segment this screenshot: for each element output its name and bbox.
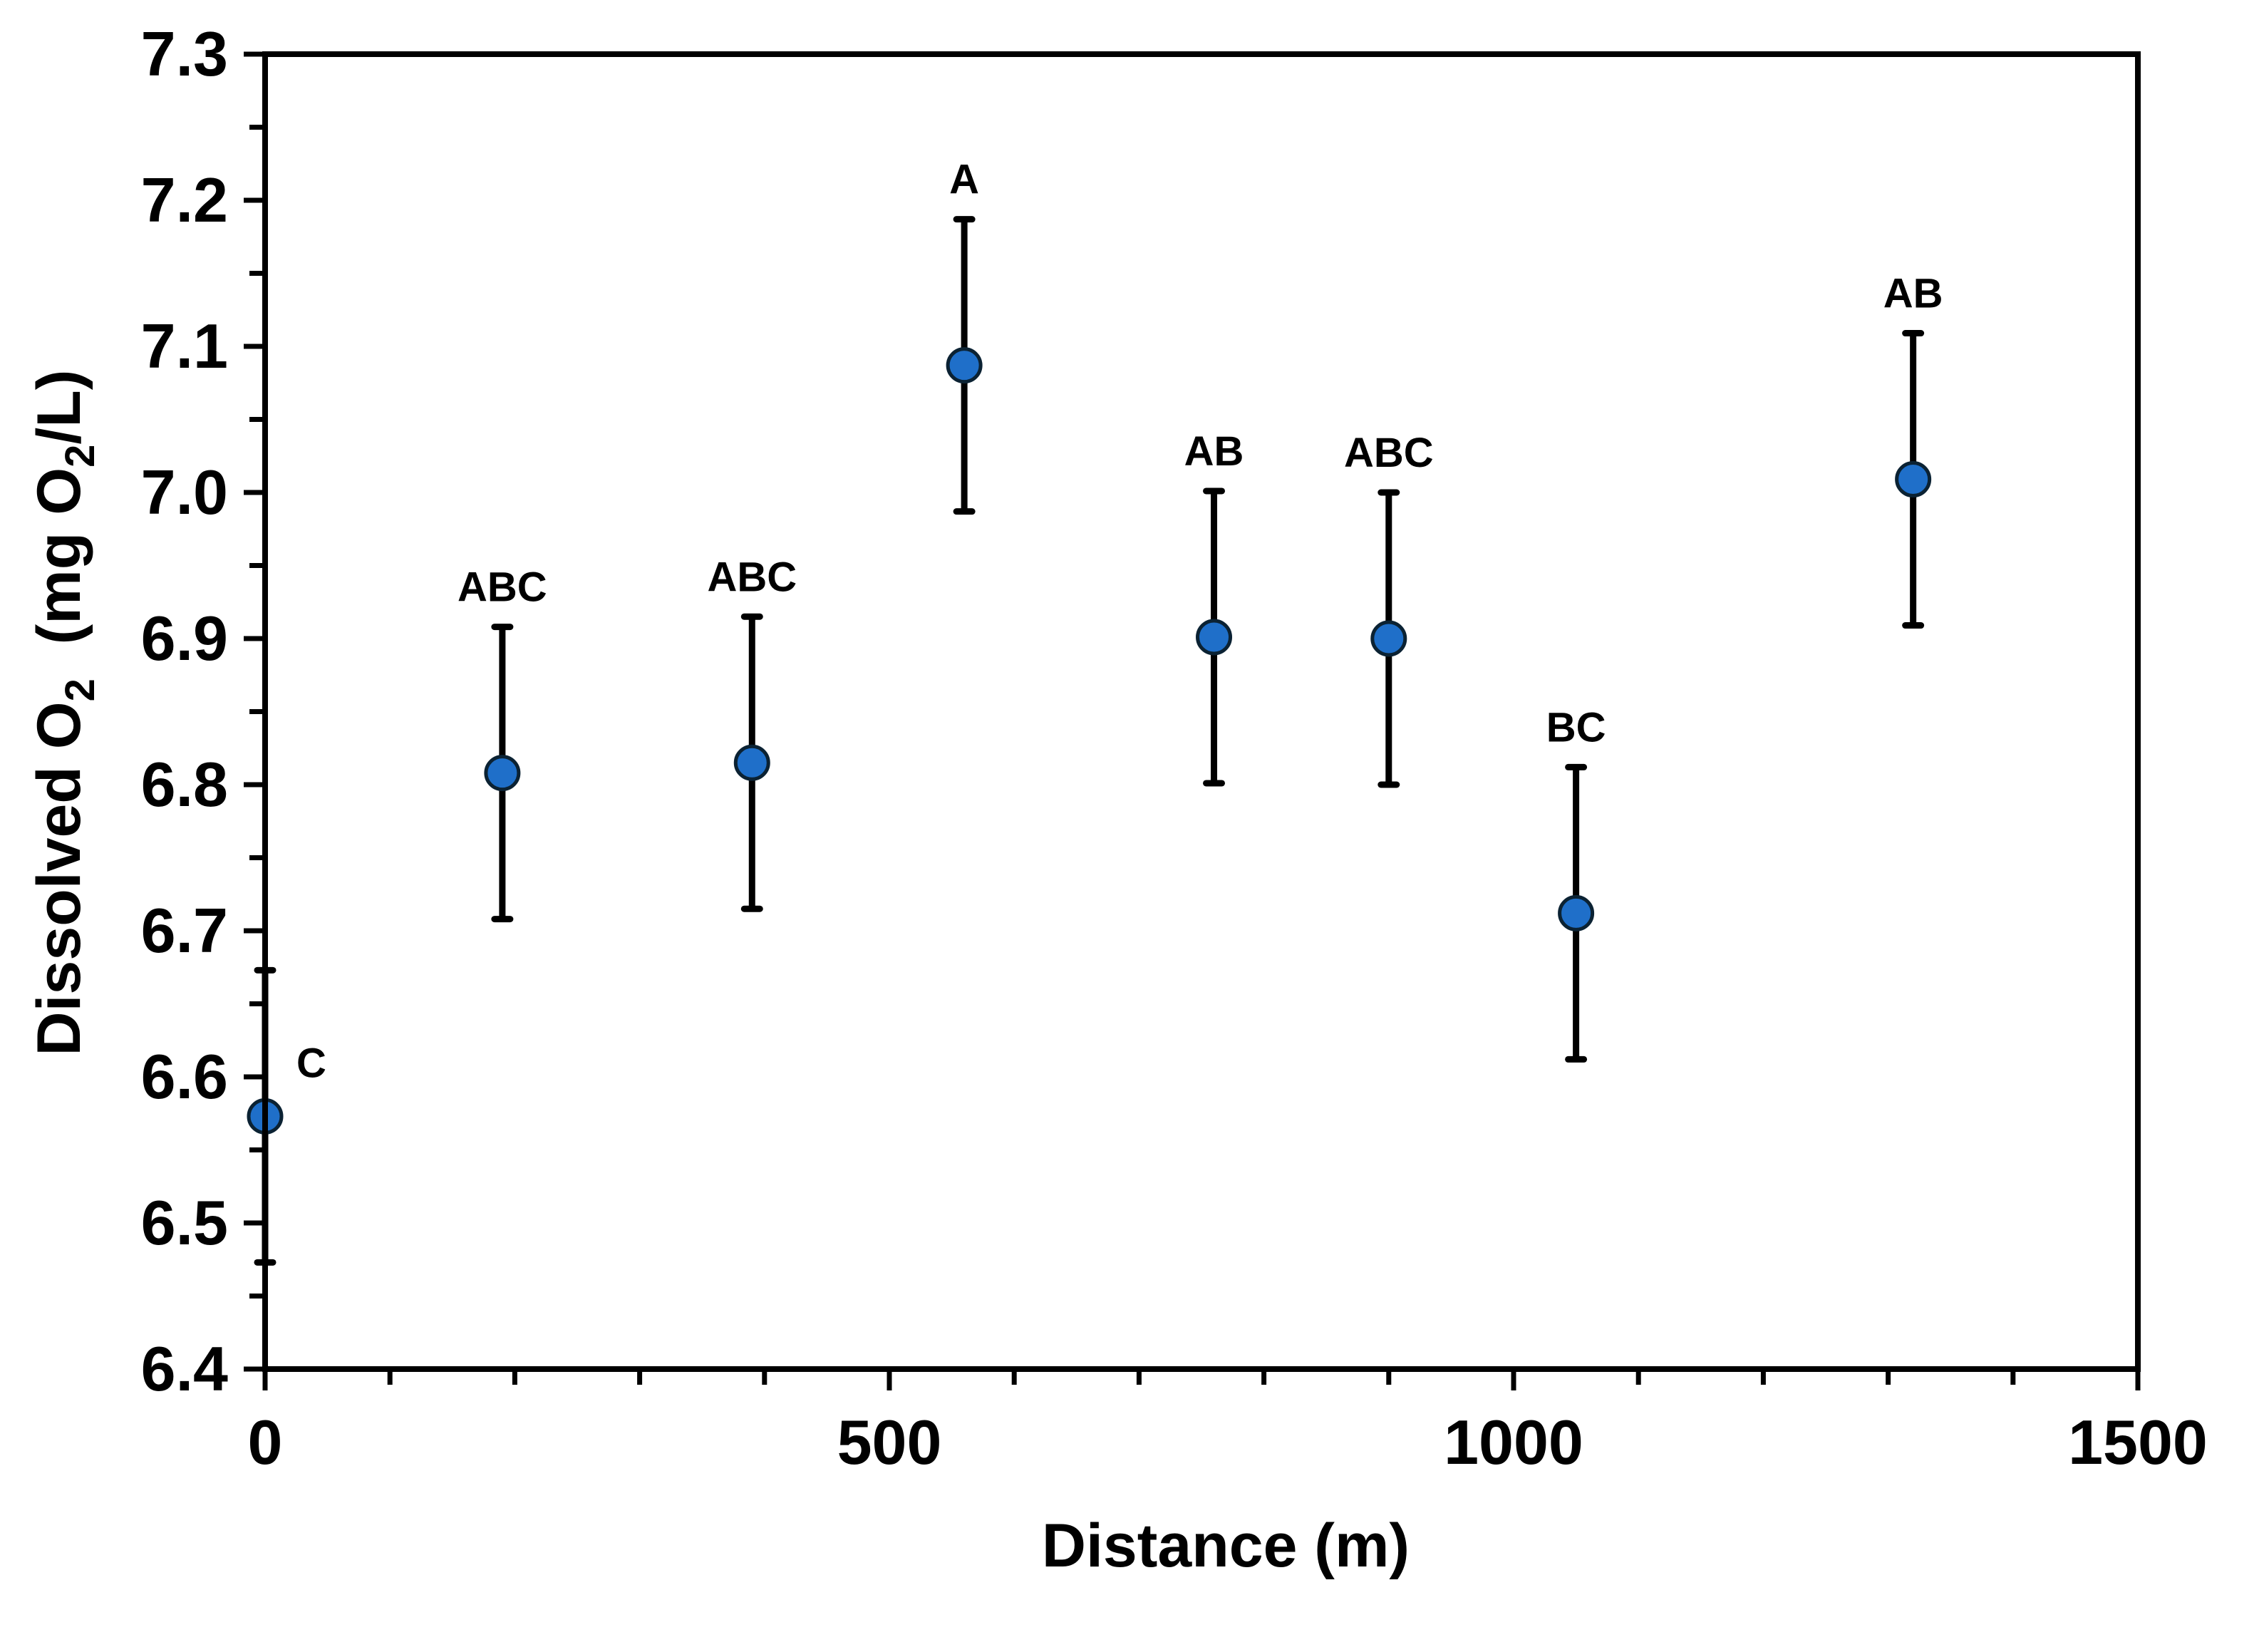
data-point bbox=[946, 347, 983, 384]
y-tick-label: 6.8 bbox=[141, 749, 228, 820]
point-letter-label: ABC bbox=[707, 554, 797, 600]
ticks-group bbox=[244, 51, 2141, 1390]
point-labels-group: C ABC ABC A AB ABC BC AB bbox=[296, 157, 1943, 1087]
point-letter-label: AB bbox=[1883, 271, 1943, 317]
y-tick-label: 7.1 bbox=[141, 311, 228, 381]
y-axis-title-subscript: 2 bbox=[57, 678, 103, 701]
x-tick-label: 0 bbox=[248, 1407, 283, 1477]
y-tick-label: 7.0 bbox=[141, 457, 228, 527]
x-tick-label: 1500 bbox=[2068, 1407, 2208, 1477]
y-tick-label: 7.3 bbox=[141, 19, 228, 89]
y-tick-label: 6.7 bbox=[141, 895, 228, 966]
x-axis-title-group: Distance (m) bbox=[1042, 1512, 1410, 1580]
y-tick-label: 6.9 bbox=[141, 603, 228, 673]
y-axis-title-subscript-2: 2 bbox=[57, 445, 103, 468]
y-axis-title: Dissolved O2 (mg O2/L) bbox=[25, 370, 103, 1056]
point-letter-label: ABC bbox=[1344, 430, 1434, 476]
tick-labels-group: 0 500 1000 1500 6.4 6.5 6.6 6.7 6.8 6.9 7.0 7.1 7.2 7… bbox=[141, 19, 2208, 1477]
plot-frame bbox=[262, 51, 2141, 1372]
data-point bbox=[1196, 619, 1233, 656]
x-tick-label: 500 bbox=[837, 1407, 942, 1477]
x-tick-label: 1000 bbox=[1444, 1407, 1583, 1477]
y-axis-title-middle: (mg O bbox=[25, 468, 93, 678]
data-point bbox=[1558, 894, 1595, 931]
data-point bbox=[1370, 620, 1407, 657]
point-letter-label: AB bbox=[1184, 428, 1244, 475]
y-axis-title-group: Dissolved O2 (mg O2/L) bbox=[25, 370, 103, 1056]
y-axis-title-prefix: Dissolved O bbox=[25, 701, 93, 1055]
y-tick-label: 6.6 bbox=[141, 1041, 228, 1112]
y-axis-title-suffix: /L) bbox=[25, 370, 93, 445]
point-letter-label: C bbox=[296, 1040, 326, 1086]
point-letter-label: BC bbox=[1546, 704, 1606, 750]
data-point bbox=[1895, 461, 1932, 498]
point-letter-label: ABC bbox=[458, 564, 547, 611]
y-tick-label: 6.5 bbox=[141, 1187, 228, 1258]
data-points-group bbox=[247, 347, 1932, 1135]
point-letter-label: A bbox=[949, 157, 979, 203]
x-axis-title: Distance (m) bbox=[1042, 1512, 1410, 1580]
data-point bbox=[733, 744, 770, 781]
y-tick-label: 6.4 bbox=[141, 1333, 228, 1404]
data-point bbox=[484, 755, 521, 792]
error-bars-group bbox=[254, 216, 1925, 1266]
y-tick-label: 7.2 bbox=[141, 165, 228, 235]
